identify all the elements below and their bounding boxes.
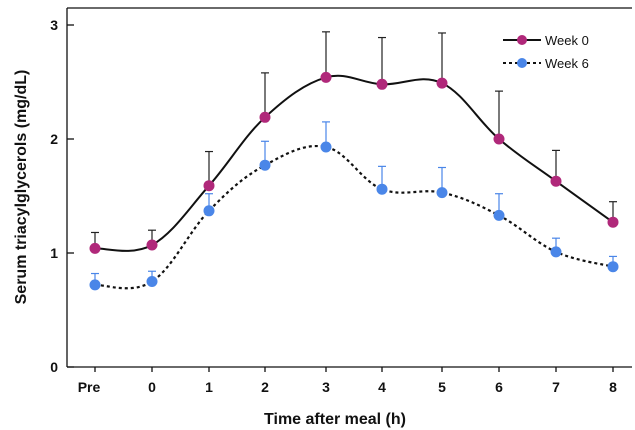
x-tick-label: Pre <box>78 379 101 395</box>
y-tick-label: 0 <box>50 359 58 375</box>
plot-frame <box>66 7 632 368</box>
data-point <box>550 175 562 187</box>
data-point <box>203 180 215 192</box>
data-point <box>89 279 101 291</box>
x-tick-label: 0 <box>148 379 156 395</box>
data-point <box>607 261 619 273</box>
x-tick-label: 7 <box>552 379 560 395</box>
x-tick-label: 8 <box>609 379 617 395</box>
x-tick-label: 4 <box>378 379 386 395</box>
data-point <box>493 133 505 145</box>
data-point <box>436 187 448 199</box>
y-tick-label: 1 <box>50 245 58 261</box>
series-layer <box>89 31 619 291</box>
data-point <box>550 246 562 258</box>
legend: Week 0 Week 6 <box>503 33 589 71</box>
x-tick-label: 1 <box>205 379 213 395</box>
x-tick-label: 6 <box>495 379 503 395</box>
y-axis-ticks: 0 1 2 3 <box>50 17 74 375</box>
x-axis-ticks: Pre 0 1 2 3 4 5 6 7 8 <box>78 367 617 395</box>
legend-item-week-0: Week 0 <box>503 33 589 48</box>
legend-label-week-0: Week 0 <box>545 33 589 48</box>
x-axis-label: Time after meal (h) <box>264 411 406 428</box>
data-point <box>89 242 101 254</box>
legend-marker-week-0 <box>517 35 527 45</box>
series-week-0 <box>89 31 619 254</box>
series-line <box>94 74 614 252</box>
y-tick-label: 3 <box>50 17 58 33</box>
legend-label-week-6: Week 6 <box>545 56 589 71</box>
y-tick-label: 2 <box>50 131 58 147</box>
legend-item-week-6: Week 6 <box>503 56 589 71</box>
x-tick-label: 5 <box>438 379 446 395</box>
data-point <box>320 141 332 153</box>
data-point <box>436 77 448 89</box>
x-tick-label: 3 <box>322 379 330 395</box>
data-point <box>203 205 215 217</box>
y-axis-label: Serum triacylglycerols (mg/dL) <box>13 70 30 305</box>
data-point <box>493 209 505 221</box>
data-point <box>259 159 271 171</box>
data-point <box>376 183 388 195</box>
x-tick-label: 2 <box>261 379 269 395</box>
legend-marker-week-6 <box>517 58 527 68</box>
data-point <box>320 71 332 83</box>
series-week-6 <box>89 121 619 291</box>
data-point <box>146 239 158 251</box>
data-point <box>146 276 158 287</box>
series-line <box>94 145 614 290</box>
data-point <box>607 216 619 228</box>
data-point <box>259 111 271 123</box>
data-point <box>376 78 388 90</box>
